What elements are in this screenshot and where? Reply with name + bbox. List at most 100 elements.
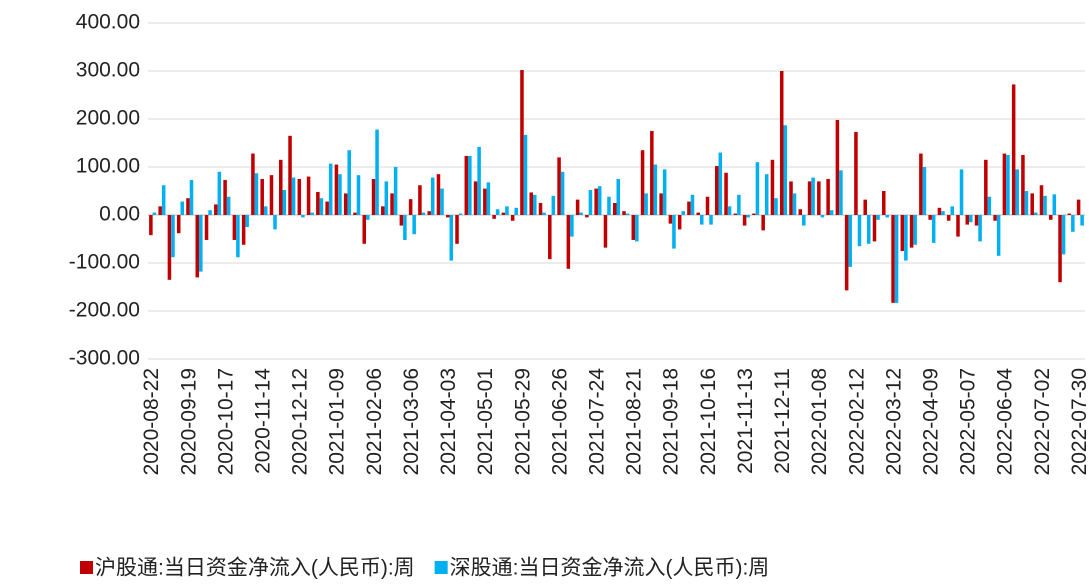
bar [343,193,348,215]
bar [575,199,580,215]
bar [186,198,190,215]
bar [306,176,311,215]
bar [334,164,339,215]
bar [742,215,747,226]
x-tick-label: 2022-05-07 [957,368,980,475]
bar [854,131,858,215]
bar [171,215,175,258]
y-tick-label: 400.00 [76,11,140,34]
bar [263,206,268,215]
y-tick-label: -200.00 [69,299,140,322]
legend-swatch [434,561,448,574]
bar [273,215,277,230]
x-tick-label: 2022-03-12 [882,368,905,475]
bar [699,215,704,225]
bar [149,215,153,236]
bar [579,212,583,215]
bar [612,203,617,215]
x-tick-label: 2021-02-06 [363,368,386,475]
bar [783,125,788,215]
bar [848,215,852,267]
bar [826,179,830,215]
x-tick-label: 2020-09-19 [177,368,200,475]
bar [1039,185,1044,215]
bar [236,215,240,258]
bar [1043,195,1047,215]
bar [399,215,404,226]
bar [158,206,162,215]
bar [681,211,685,215]
bar [483,188,487,215]
bar [687,201,691,215]
bar [779,71,784,215]
x-tick-label: 2021-04-03 [437,368,460,475]
bar [724,172,728,215]
bar [427,211,431,215]
bar [260,179,264,215]
bar [770,159,775,215]
bar [492,215,496,219]
bar [325,201,329,215]
bar [458,213,463,215]
bar [529,192,534,215]
bar [152,212,157,215]
bar [946,215,951,221]
x-tick-label: 2021-12-11 [771,368,794,474]
x-tick-label: 2021-09-18 [660,368,683,475]
bar [764,174,769,215]
bar [180,201,184,215]
bar [709,215,713,225]
x-tick-label: 2021-06-26 [548,368,571,475]
bar [347,150,351,215]
legend-label: 深股通:当日资金净流入(人民币):周 [450,557,770,580]
bar [594,188,598,215]
bar [885,215,890,218]
x-tick-label: 2021-01-09 [326,368,349,475]
bar [993,215,997,221]
bar [672,215,676,249]
x-tick-label: 2022-01-08 [808,368,831,475]
bar [473,181,478,215]
bar [844,215,849,291]
bar [950,206,955,215]
bar [520,70,524,215]
bar [956,215,960,237]
bar [603,215,608,248]
bar [514,207,518,215]
x-tick-label: 2020-11-14 [252,368,275,474]
bar [1071,215,1075,232]
bar [752,213,756,215]
bar [622,211,626,215]
bar [421,212,426,215]
bar [941,211,945,215]
bar [161,185,166,215]
bar [597,186,602,215]
bar [297,179,302,215]
x-tick-label: 2021-05-01 [474,368,497,475]
bar [278,159,283,215]
bar [362,215,367,244]
bar [607,196,611,215]
bar [430,177,435,215]
bar [1067,213,1072,215]
bar [928,215,932,220]
bar [894,215,899,303]
bar [436,174,441,215]
legend-swatch [80,561,93,574]
bar [217,171,222,215]
bar [662,169,667,215]
bar [353,212,357,215]
bar [727,206,732,215]
bar [677,215,682,230]
y-tick-label: 100.00 [76,155,140,178]
bar [371,179,376,215]
bar [1006,155,1010,215]
bar [668,215,673,224]
bar [1076,199,1081,215]
bar [817,181,821,215]
bar [495,209,500,215]
y-tick-label: -300.00 [69,347,140,370]
bar [705,196,710,215]
bar [1030,193,1034,215]
bar [640,150,645,215]
